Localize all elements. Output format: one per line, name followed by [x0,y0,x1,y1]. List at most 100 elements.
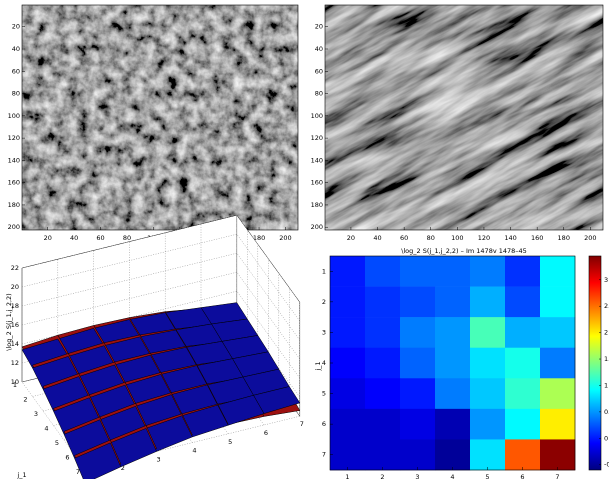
y-tick-label: 180 [311,201,323,209]
heatmap-cell [330,347,366,379]
z-tick-label: 12 [11,359,19,367]
x-tick-label: 4 [450,473,454,479]
heatmap-cell [435,408,471,440]
heatmap-cell [330,439,366,471]
y-axis-label: j_1 [314,361,322,371]
heatmap-cell [470,378,506,410]
y-tick-label: 7 [76,468,80,476]
z-tick-label: 18 [11,302,19,310]
y-tick-label: 180 [8,201,20,209]
heatmap-cell [540,408,576,440]
heatmap-cell [400,378,436,410]
colorbar-tick-label: 0.5 [604,408,609,416]
y-tick-label: 6 [322,420,326,428]
z-axis-label: \log_2 S(j_1,j_2,2) [5,293,13,350]
y-tick-label: 140 [311,156,323,164]
y-tick-label: 5 [55,439,59,447]
grid-line [21,290,301,379]
x-tick-label: 200 [279,234,291,242]
z-tick-label: 22 [11,264,19,272]
texture [325,5,603,230]
x-tick-label: 5 [485,473,489,479]
axes-box [324,4,604,231]
heatmap-cell [365,378,401,410]
y-tick-label: 40 [12,45,20,53]
texture-image [22,5,298,230]
heatmap-cell [540,256,576,287]
x-tick-label: 6 [520,473,524,479]
y-tick-label: 2 [23,396,27,404]
heatmap-cell [505,408,541,440]
y-tick-label: 3 [322,328,326,336]
y-tick-label: 7 [322,451,326,459]
y-tick-label: 2 [322,298,326,306]
x-tick-label: 80 [123,234,131,242]
heatmap-cell [435,439,471,471]
y-tick-label: 1 [13,381,17,389]
grid-line [21,252,301,341]
colorbar-tick-label: 2.5 [604,302,609,310]
heatmap-cell [330,286,366,318]
heatmap-cell [400,317,436,349]
heatmap-cell [400,256,436,287]
x-tick-label: 20 [44,234,52,242]
y-axis-label: j_1 [16,471,26,479]
x-tick-label: 120 [478,234,490,242]
colorbar-tick-label: 1 [604,381,608,389]
x-tick-label: 60 [400,234,408,242]
y-tick-label: 5 [322,390,326,398]
y-tick-label: 4 [322,359,326,367]
colorbar-tick-label: -0.5 [604,461,609,469]
heatmap-cell [330,317,366,349]
heatmap-cell [540,317,576,349]
heatmap-cell [435,378,471,410]
heatmap-cell [435,317,471,349]
colorbar-tick-label: 3 [604,276,608,284]
heatmap-cell [330,378,366,410]
heatmap-cell [400,439,436,471]
x-tick-label: 7 [300,420,304,428]
heatmap-cell [505,439,541,471]
y-tick-label: 120 [8,134,20,142]
texture [22,5,298,230]
z-tick-label: 14 [11,340,19,348]
y-tick-label: 60 [12,67,20,75]
heatmap-cell [330,256,366,287]
colorbar-tick-label: 0 [604,434,608,442]
x-tick-label: 80 [427,234,435,242]
y-tick-label: 200 [8,223,20,231]
x-tick-label: 160 [531,234,543,242]
x-tick-label: 100 [451,234,463,242]
x-tick-label: 20 [347,234,355,242]
heatmap-cell [400,286,436,318]
texture-image [325,5,603,230]
x-tick-label: 7 [555,473,559,479]
x-tick-label: 180 [253,234,265,242]
x-tick-label: 6 [264,429,268,437]
heatmap-cell [365,347,401,379]
heatmap-cell [505,317,541,349]
y-tick-label: 100 [311,112,323,120]
y-tick-label: 20 [315,23,323,31]
heatmap-cell [435,256,471,287]
heatmap-cell [365,286,401,318]
y-tick-label: 120 [311,134,323,142]
x-tick-label: 2 [121,464,125,472]
heatmap-cell [540,439,576,471]
y-tick-label: 60 [315,67,323,75]
axes-box [21,4,299,231]
y-tick-label: 160 [8,179,20,187]
heatmap-cell [365,256,401,287]
y-tick-label: 200 [311,223,323,231]
colorbar [588,255,602,471]
heatmap-cell [470,256,506,287]
heatmap-cell [470,317,506,349]
x-tick-label: 180 [558,234,570,242]
heatmap-cell [505,286,541,318]
x-tick-label: 5 [228,438,232,446]
y-tick-label: 100 [8,112,20,120]
heatmap-cell [365,439,401,471]
surface-patch [74,442,122,479]
